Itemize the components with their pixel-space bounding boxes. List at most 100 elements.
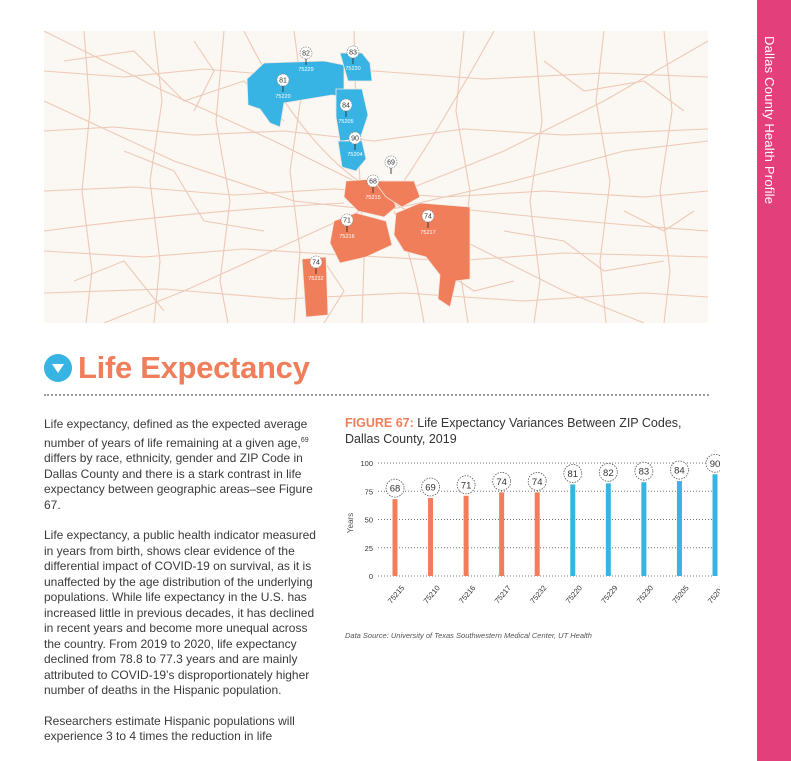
bar: [499, 492, 505, 576]
marker-bubble: [339, 98, 353, 112]
marker-zip: 75215: [365, 195, 380, 201]
road: [44, 202, 345, 232]
road: [595, 31, 611, 323]
marker-value: 71: [343, 218, 351, 225]
road: [73, 260, 165, 312]
bar: [570, 484, 576, 576]
road: [323, 260, 345, 323]
marker-value: 90: [351, 136, 359, 143]
zip-marker-75215: 68 75215: [365, 174, 381, 201]
x-tick-label: 75215: [386, 584, 406, 606]
marker-value: 84: [342, 103, 350, 110]
road: [44, 68, 708, 80]
marker-bubble: [340, 213, 354, 227]
section-header: Life Expectancy: [44, 348, 310, 388]
marker-zip: 75204: [347, 152, 362, 158]
bar: [712, 474, 718, 576]
zip-marker-75216: 71 75216: [339, 213, 355, 240]
x-tick-label: 75205: [670, 584, 690, 606]
road: [503, 230, 665, 272]
marker-bubble: [309, 255, 323, 269]
road: [403, 31, 495, 182]
marker-zip: 75230: [345, 66, 360, 72]
road: [44, 126, 708, 142]
x-tick-label: 75210: [421, 584, 441, 606]
chevron-down-icon: [44, 354, 72, 382]
data-label: 81: [567, 469, 578, 480]
marker-value: 68: [369, 179, 377, 186]
marker-bubble: [366, 174, 380, 188]
y-tick-label: 75: [365, 487, 373, 496]
value-bubble: [385, 478, 405, 498]
y-tick-label: 0: [369, 572, 373, 581]
figure-title: FIGURE 67: Life Expectancy Variances Bet…: [345, 416, 682, 446]
divider: [44, 394, 709, 396]
x-tick-label: 75204: [706, 584, 720, 606]
road: [44, 31, 355, 182]
section-title: Life Expectancy: [78, 350, 310, 385]
marker-zip: 75216: [339, 234, 354, 240]
data-label: 69: [425, 483, 436, 494]
road: [81, 31, 93, 323]
road: [443, 206, 708, 232]
road: [623, 210, 695, 232]
marker-value: 83: [349, 50, 357, 57]
zip-region-high: [339, 52, 373, 82]
bar: [534, 492, 540, 576]
zip-marker-75229: 82 75229: [298, 46, 314, 73]
y-axis-label: Years: [346, 513, 355, 533]
zip-map: 82 75229 83 75230 81 75220 84 75205 90 75204 69 752…: [44, 31, 708, 323]
marker-bubble: [276, 73, 290, 87]
marker-zip: 75210: [383, 176, 398, 182]
data-source: Data Source: University of Texas Southwe…: [345, 631, 592, 640]
x-tick-label: 75217: [493, 584, 513, 606]
zip-marker-75230: 83 75230: [345, 45, 361, 72]
road: [383, 140, 708, 212]
zip-marker-75220: 81 75220: [275, 73, 291, 100]
bar: [428, 498, 434, 576]
road: [529, 31, 543, 323]
zip-marker-75210: 69 75210: [383, 155, 399, 182]
zip-region-high: [246, 60, 345, 128]
zip-marker-75232: 74 75232: [308, 255, 324, 282]
marker-zip: 75229: [298, 67, 313, 73]
data-label: 71: [461, 480, 472, 491]
road: [353, 180, 645, 323]
value-bubble: [527, 471, 547, 491]
x-tick-label: 75230: [635, 584, 655, 606]
marker-value: 69: [387, 160, 395, 167]
road: [149, 31, 163, 323]
marker-value: 81: [279, 78, 287, 85]
y-tick-label: 25: [365, 544, 373, 553]
marker-zip: 75205: [338, 119, 353, 125]
body-text: Life expectancy, defined as the expected…: [44, 417, 316, 760]
value-bubble: [563, 464, 583, 483]
zip-marker-75217: 74 75217: [420, 209, 436, 236]
zip-region-low: [393, 202, 471, 308]
bar: [392, 499, 398, 576]
marker-bubble: [384, 155, 398, 169]
road: [123, 150, 265, 232]
life-expectancy-chart: Years 0 25 50 75 100 68 75215 69 75210 71 75216 74 75…: [346, 453, 720, 606]
sidebar-band: [757, 0, 791, 761]
marker-zip: 75220: [275, 94, 290, 100]
marker-bubble: [299, 46, 313, 60]
paragraph-3: Researchers estimate Hispanic population…: [44, 713, 295, 744]
data-label: 90: [710, 459, 720, 470]
bar: [676, 481, 682, 576]
y-tick-label: 50: [365, 516, 373, 525]
road: [215, 31, 231, 323]
marker-zip: 75217: [420, 230, 435, 236]
road-map: 82 75229 83 75230 81 75220 84 75205 90 75204 69 752…: [44, 31, 708, 323]
marker-value: 74: [312, 260, 320, 267]
data-label: 74: [496, 477, 507, 488]
sidebar-title: Dallas County Health Profile: [762, 36, 777, 205]
x-tick-label: 75220: [564, 584, 584, 606]
road: [193, 40, 215, 112]
road: [403, 40, 708, 192]
marker-bubble: [346, 45, 360, 59]
marker-zip: 75232: [308, 276, 323, 282]
road: [543, 60, 685, 112]
marker-bubble: [421, 209, 435, 223]
paragraph-2: Life expectancy, a public health indicat…: [44, 528, 316, 697]
